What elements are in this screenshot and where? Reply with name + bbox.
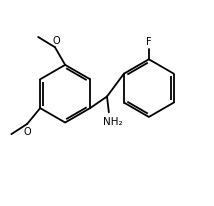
Text: NH₂: NH₂: [103, 117, 122, 127]
Text: F: F: [146, 37, 152, 47]
Text: O: O: [52, 36, 60, 46]
Text: O: O: [23, 127, 31, 137]
